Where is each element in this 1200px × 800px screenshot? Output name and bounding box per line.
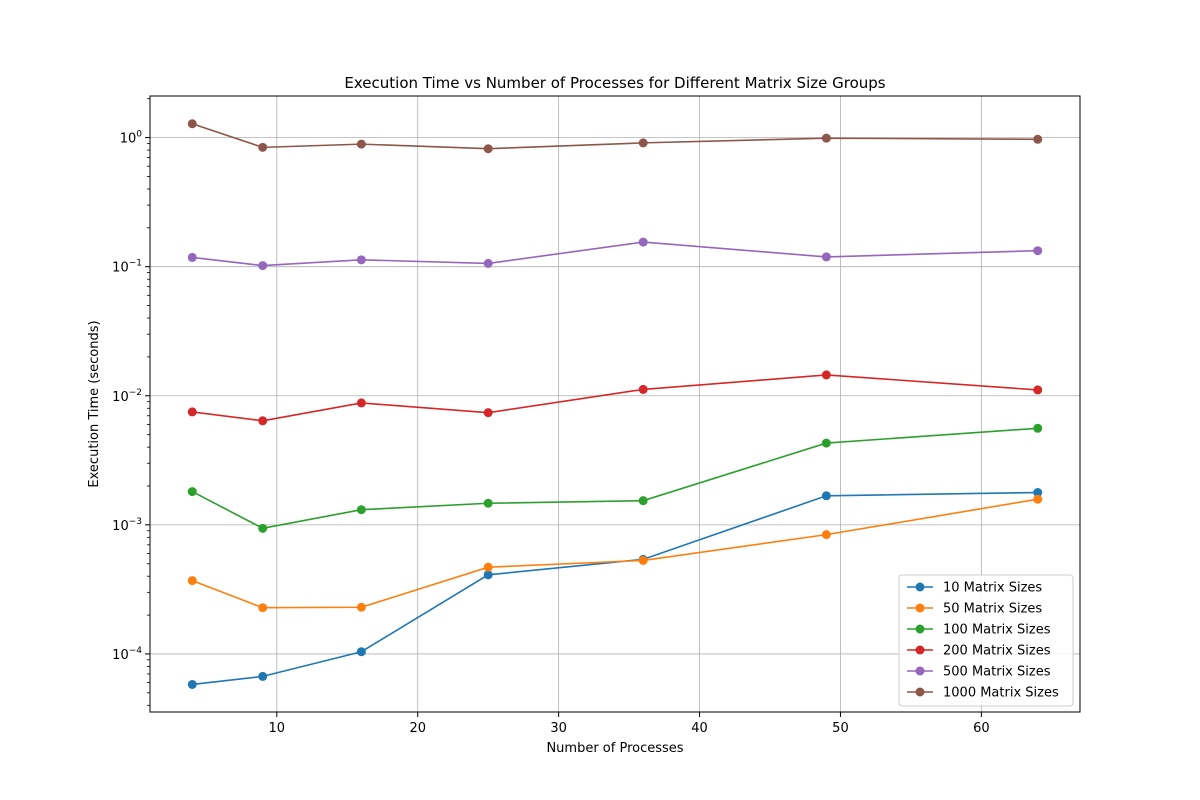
data-point <box>356 139 366 149</box>
data-point <box>356 398 366 408</box>
data-point <box>356 647 366 657</box>
data-point <box>356 255 366 265</box>
legend-label: 100 Matrix Sizes <box>943 623 1051 638</box>
legend-item: 10 Matrix Sizes <box>907 581 1042 596</box>
y-tick-base: 10 <box>112 648 129 663</box>
legend-label: 50 Matrix Sizes <box>943 602 1042 617</box>
data-point <box>1033 423 1043 433</box>
data-point <box>1033 246 1043 256</box>
legend-item: 1000 Matrix Sizes <box>907 686 1059 701</box>
legend-label: 1000 Matrix Sizes <box>943 686 1059 701</box>
data-point <box>638 555 648 565</box>
legend-item: 500 Matrix Sizes <box>907 665 1051 680</box>
data-point <box>187 407 197 417</box>
x-tick-label: 40 <box>691 721 708 736</box>
x-tick-label: 60 <box>973 721 990 736</box>
legend-item: 50 Matrix Sizes <box>907 602 1042 617</box>
data-point <box>258 523 268 533</box>
data-point <box>258 142 268 152</box>
data-point <box>258 416 268 426</box>
legend-marker <box>915 624 925 634</box>
data-point <box>483 144 493 154</box>
x-tick-label: 20 <box>409 721 426 736</box>
data-point <box>187 487 197 497</box>
data-point <box>821 530 831 540</box>
x-tick-label: 50 <box>832 721 849 736</box>
chart-title: Execution Time vs Number of Processes fo… <box>344 74 885 92</box>
data-point <box>821 438 831 448</box>
y-tick-base: 10 <box>120 132 137 147</box>
data-point <box>187 679 197 689</box>
legend-item: 200 Matrix Sizes <box>907 644 1051 659</box>
legend-marker <box>915 687 925 697</box>
legend-label: 200 Matrix Sizes <box>943 644 1051 659</box>
legend: 10 Matrix Sizes 50 Matrix Sizes 100 Matrix… <box>898 574 1074 707</box>
y-tick-base: 10 <box>112 390 129 405</box>
plot-area-frame <box>149 95 1081 713</box>
data-point <box>483 498 493 508</box>
data-point <box>187 252 197 262</box>
y-tick-label: 100 <box>120 130 143 147</box>
x-axis-label: Number of Processes <box>546 741 683 756</box>
y-tick-exponent: 0 <box>136 130 142 140</box>
y-tick-exponent: −3 <box>129 517 142 527</box>
data-point <box>356 602 366 612</box>
data-point <box>1033 134 1043 144</box>
legend-marker <box>915 645 925 655</box>
x-axis-ticks: 10 20 30 40 50 60 <box>269 712 990 736</box>
y-tick-label: 10−2 <box>112 388 142 405</box>
grid-lines <box>150 96 1080 712</box>
data-point <box>1033 385 1043 395</box>
data-point <box>187 576 197 586</box>
y-tick-label: 10−3 <box>112 517 142 534</box>
y-tick-exponent: −1 <box>129 259 142 269</box>
data-point <box>483 258 493 268</box>
data-point <box>1033 494 1043 504</box>
legend-marker <box>915 603 925 613</box>
y-tick-label: 10−1 <box>112 259 142 276</box>
data-point <box>821 491 831 501</box>
data-point <box>821 370 831 380</box>
data-point <box>638 384 648 394</box>
y-tick-base: 10 <box>112 261 129 276</box>
legend-box <box>898 574 1074 707</box>
data-point <box>483 562 493 572</box>
series-1 <box>187 494 1043 613</box>
data-point <box>356 505 366 515</box>
data-point <box>821 133 831 143</box>
data-point <box>638 138 648 148</box>
data-point <box>638 237 648 247</box>
legend-label: 500 Matrix Sizes <box>943 665 1051 680</box>
data-point <box>258 261 268 271</box>
legend-marker <box>915 582 925 592</box>
series-4 <box>187 237 1043 271</box>
y-tick-exponent: −4 <box>129 646 143 656</box>
y-tick-exponent: −2 <box>129 388 142 398</box>
data-point <box>638 496 648 506</box>
legend-item: 100 Matrix Sizes <box>907 623 1051 638</box>
series-2 <box>187 423 1043 533</box>
legend-label: 10 Matrix Sizes <box>943 581 1042 596</box>
series-layer <box>187 119 1043 689</box>
data-point <box>258 603 268 613</box>
data-point <box>483 408 493 418</box>
series-5 <box>187 119 1043 154</box>
y-tick-base: 10 <box>112 519 129 534</box>
data-point <box>187 119 197 129</box>
x-tick-label: 10 <box>269 721 286 736</box>
data-point <box>258 671 268 681</box>
series-3 <box>187 370 1043 426</box>
data-point <box>483 570 493 580</box>
legend-marker <box>915 666 925 676</box>
y-axis-label: Execution Time (seconds) <box>87 320 102 487</box>
data-point <box>1033 488 1043 498</box>
x-tick-label: 30 <box>550 721 567 736</box>
y-tick-label: 10−4 <box>112 646 142 663</box>
data-point <box>821 252 831 262</box>
